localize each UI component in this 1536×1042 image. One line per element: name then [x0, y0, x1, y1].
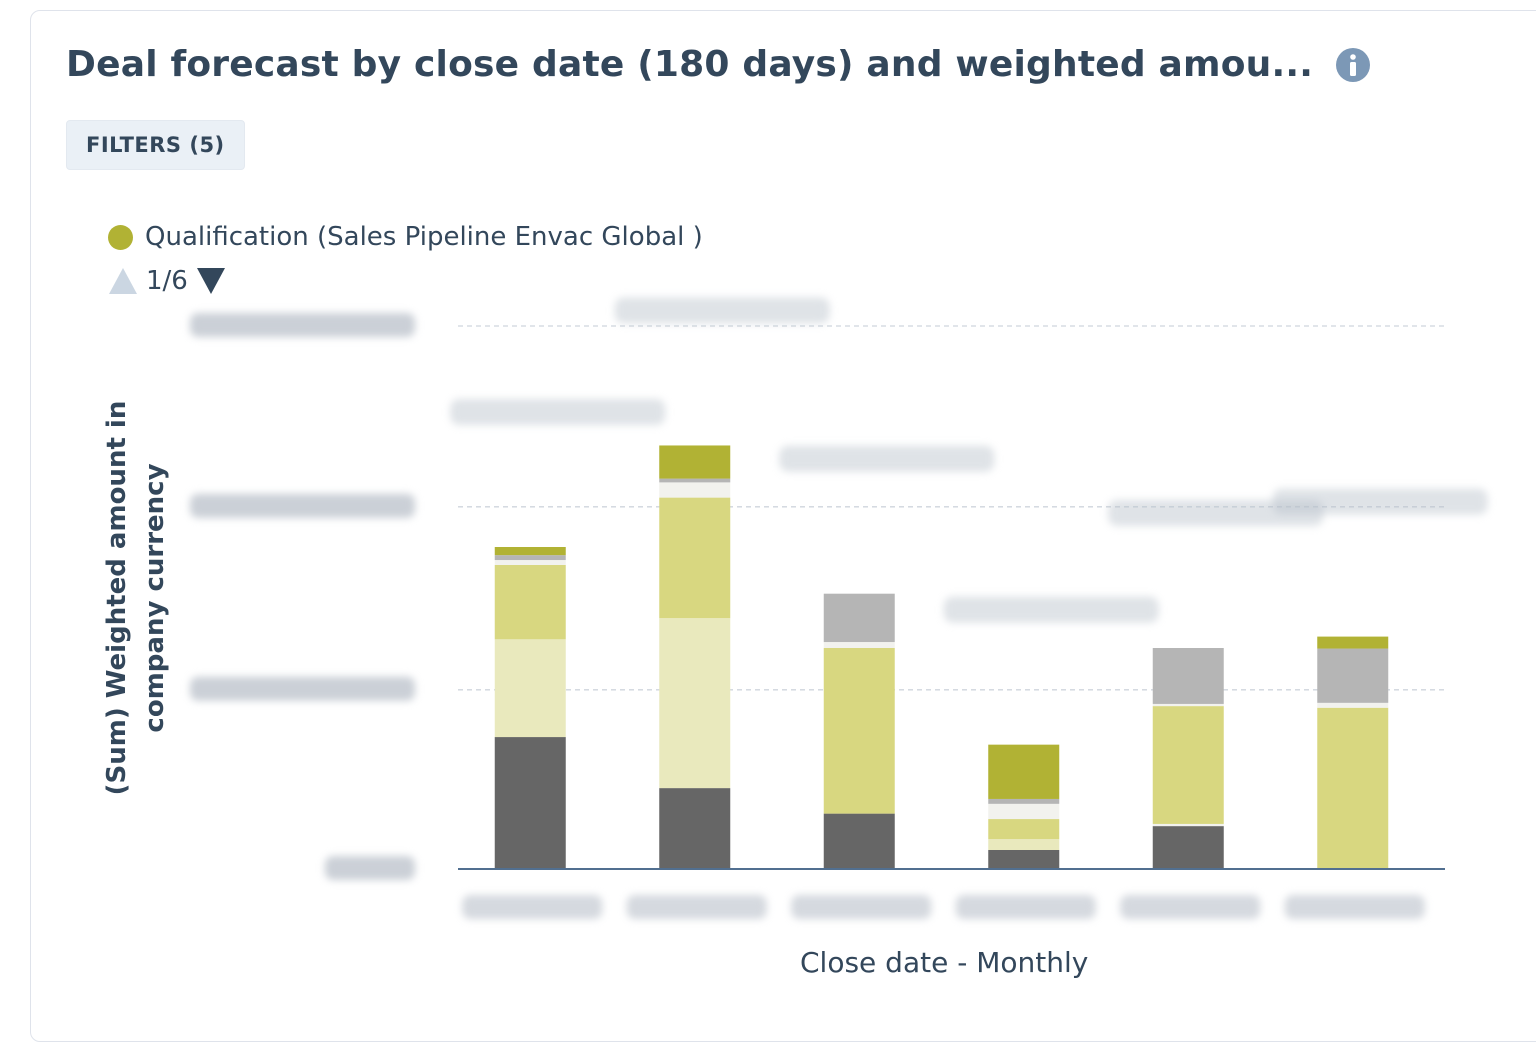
bar-total-label	[614, 297, 830, 324]
pager-next-icon[interactable]	[196, 267, 226, 295]
bar-segment	[494, 560, 566, 565]
bar-segment	[1152, 706, 1224, 824]
chart-title: Deal forecast by close date (180 days) a…	[66, 44, 1314, 85]
bar-segment	[659, 478, 731, 483]
bar-segment	[494, 639, 566, 738]
bar-segment	[659, 618, 731, 789]
y-tick-label	[325, 856, 415, 880]
bar-segment	[494, 555, 566, 561]
bar-total-label	[450, 399, 666, 426]
header: Deal forecast by close date (180 days) a…	[66, 44, 1371, 85]
x-tick-label	[955, 895, 1096, 919]
x-tick-label	[1284, 895, 1425, 919]
filters-button[interactable]: FILTERS (5)	[66, 120, 245, 170]
legend-swatch	[108, 224, 133, 250]
bar-segment	[823, 813, 895, 869]
bar-segment	[494, 737, 566, 869]
info-icon[interactable]	[1335, 47, 1371, 83]
bar-total-label	[943, 596, 1159, 623]
bar-segment	[1317, 702, 1389, 708]
pager-count: 1/6	[146, 266, 188, 296]
bar-segment	[494, 564, 566, 640]
legend-label: Qualification (Sales Pipeline Envac Glob…	[145, 222, 703, 252]
bar-segment	[1152, 647, 1224, 704]
x-axis-label: Close date - Monthly	[800, 946, 1089, 979]
bar-segment	[988, 803, 1060, 820]
bar-segment	[1152, 826, 1224, 869]
x-tick-label	[462, 895, 603, 919]
bar-total-label	[1272, 488, 1488, 515]
legend-pager: 1/6	[108, 266, 226, 296]
bar-segment	[823, 647, 895, 814]
bar-segment	[1317, 707, 1389, 869]
bar-segment	[659, 482, 731, 498]
bar-segment	[823, 642, 895, 648]
y-tick-label	[190, 313, 415, 337]
x-tick-label	[626, 895, 767, 919]
bar-segment	[1317, 648, 1389, 703]
bar-segment	[659, 497, 731, 619]
bar-segment	[823, 593, 895, 643]
x-tick-label	[1120, 895, 1261, 919]
legend: Qualification (Sales Pipeline Envac Glob…	[108, 222, 703, 252]
x-tick-label	[791, 895, 932, 919]
bar-total-label	[1108, 499, 1324, 526]
bar-segment	[659, 445, 731, 479]
bar-segment	[1317, 636, 1389, 649]
y-tick-label	[190, 493, 415, 518]
bar-total-label	[779, 445, 995, 472]
bar-segment	[988, 744, 1060, 799]
bar-segment	[988, 798, 1060, 804]
bar-segment	[988, 819, 1060, 840]
bar-segment	[988, 839, 1060, 850]
bar-segment	[494, 547, 566, 556]
bar-segment	[1152, 703, 1224, 707]
pager-previous-icon[interactable]	[108, 267, 138, 295]
bar-segment	[1152, 823, 1224, 827]
y-tick-label	[190, 676, 415, 701]
bar-segment	[659, 788, 731, 869]
bar-segment	[988, 849, 1060, 869]
